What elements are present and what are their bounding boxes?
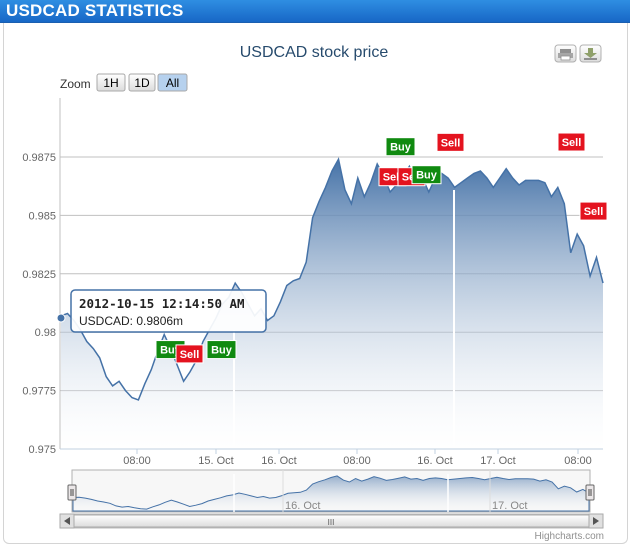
sell-flag[interactable]: Sell (579, 201, 608, 221)
y-axis: 0.975 0.9775 0.98 0.9825 0.985 0.9875 (22, 152, 56, 456)
tooltip: 2012-10-15 12:14:50 AM USDCAD: 0.9806m (70, 289, 267, 333)
scroll-grip: III (328, 518, 335, 527)
scroll-left-button[interactable] (59, 513, 75, 529)
y-tick-label: 0.975 (28, 444, 56, 456)
arrow-right-icon (593, 517, 599, 525)
y-tick-label: 0.9875 (22, 152, 56, 164)
navigator-handle-right[interactable] (585, 484, 595, 501)
price-area (61, 159, 603, 450)
sell-flag[interactable]: Sell (175, 344, 204, 364)
range-button-1h[interactable]: 1H (96, 73, 126, 92)
y-tick-label: 0.985 (28, 210, 56, 222)
range-selector: 1H 1D All (96, 73, 188, 92)
buy-flag[interactable]: Buy (206, 340, 237, 360)
price-line (60, 157, 604, 401)
navigator[interactable]: 16. Oct 17. Oct (67, 469, 595, 513)
sell-flag[interactable]: Sell (557, 132, 586, 152)
zoom-label: Zoom (60, 77, 91, 91)
download-icon (584, 48, 597, 60)
range-button-label: 1D (134, 76, 150, 90)
credits-link[interactable]: Highcharts.com (535, 531, 604, 542)
flag-label: Sell (441, 137, 461, 149)
buy-flag[interactable]: Buy (385, 137, 416, 157)
tooltip-time: 2012-10-15 12:14:50 AM (79, 296, 245, 311)
x-tick-label: 16. Oct (261, 455, 296, 467)
flag-label: Buy (390, 142, 412, 154)
x-tick-label: 08:00 (343, 455, 371, 467)
tooltip-value: 0.9806m (136, 314, 183, 328)
flag-label: Sell (562, 137, 582, 149)
export-button[interactable] (579, 44, 602, 63)
scrollbar[interactable]: III (59, 513, 604, 529)
range-button-label: 1H (103, 76, 118, 90)
y-tick-label: 0.98 (35, 327, 56, 339)
x-tick-label: 08:00 (123, 455, 151, 467)
sell-flag[interactable]: Sell (436, 132, 465, 152)
printer-icon (558, 49, 573, 61)
navigator-series (72, 475, 590, 512)
x-tick-label: 16. Oct (417, 455, 452, 467)
x-tick-label: 17. Oct (480, 455, 515, 467)
range-button-all[interactable]: All (157, 73, 188, 92)
x-tick-label: 08:00 (564, 455, 592, 467)
header-bar: USDCAD STATISTICS (0, 0, 630, 23)
trade-flags: BuySellBuySellBuySellBuySellSellSell (155, 132, 608, 364)
print-button[interactable] (554, 44, 577, 63)
y-tick-label: 0.9825 (22, 269, 56, 281)
flag-label: Buy (416, 170, 438, 182)
navigator-handle-left[interactable] (67, 484, 77, 501)
navigator-x-axis: 16. Oct 17. Oct (233, 470, 527, 512)
buy-flag[interactable]: Buy (411, 165, 442, 185)
chart-title: USDCAD stock price (240, 44, 389, 61)
flag-label: Buy (211, 345, 233, 357)
navigator-label: 16. Oct (285, 500, 320, 512)
page-title: USDCAD STATISTICS (6, 1, 184, 20)
tooltip-series: USDCAD: 0.9806m (79, 314, 183, 328)
x-tick-label: 15. Oct (198, 455, 233, 467)
tooltip-series-name: USDCAD (79, 314, 130, 328)
flag-label: Sell (584, 206, 604, 218)
flag-label: Sell (383, 172, 403, 184)
tooltip-separator: : (130, 314, 137, 328)
range-button-1d[interactable]: 1D (128, 73, 156, 92)
flag-label: Sell (180, 349, 200, 361)
navigator-label: 17. Oct (492, 500, 527, 512)
x-axis: 08:00 15. Oct 16. Oct 08:00 16. Oct 17. Oct 08… (60, 448, 603, 467)
scroll-right-button[interactable] (588, 513, 604, 529)
range-button-label: All (166, 76, 179, 90)
y-tick-label: 0.9775 (22, 386, 56, 398)
hover-point (56, 313, 66, 323)
arrow-left-icon (64, 517, 70, 525)
